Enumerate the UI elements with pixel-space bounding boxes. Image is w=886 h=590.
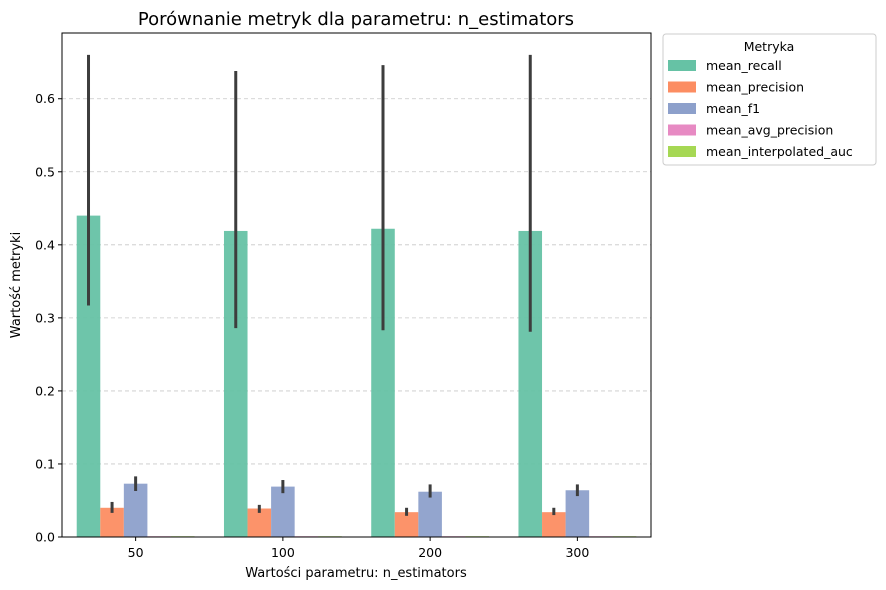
legend-label-mean_recall: mean_recall	[706, 58, 782, 73]
bar-mean_recall-100	[223, 230, 248, 538]
bar-mean_recall-50	[76, 215, 101, 537]
y-tick-label: 0.1	[35, 456, 55, 471]
y-tick-label: 0.6	[35, 91, 55, 106]
bar-mean_f1-50	[123, 483, 148, 537]
x-tick-label: 200	[418, 545, 442, 560]
legend-swatch-mean_precision	[668, 81, 696, 93]
bars	[76, 215, 637, 538]
bar-mean_precision-50	[100, 507, 124, 537]
legend-swatch-mean_recall	[668, 60, 696, 71]
y-tick-label: 0.3	[35, 310, 55, 325]
x-axis: 50 100 200 300	[128, 537, 589, 560]
y-tick-label: 0.0	[35, 530, 55, 545]
bar-mean_recall-300	[518, 230, 543, 538]
y-axis: 0.0 0.1 0.2 0.3 0.4 0.5 0.6	[35, 91, 62, 545]
legend-swatch-mean_interpolated_auc	[668, 146, 696, 157]
bar-mean_f1-100	[271, 486, 295, 537]
bar-mean_f1-200	[418, 491, 442, 537]
legend-label-mean_interpolated_auc: mean_interpolated_auc	[706, 144, 853, 159]
y-tick-label: 0.2	[35, 383, 55, 398]
x-tick-label: 50	[128, 545, 144, 560]
legend-label-mean_avg_precision: mean_avg_precision	[706, 123, 833, 138]
y-tick-label: 0.5	[35, 164, 55, 179]
error-bars	[87, 54, 579, 516]
legend-swatch-mean_avg_precision	[668, 124, 696, 136]
x-tick-label: 100	[271, 545, 295, 560]
legend-title: Metryka	[744, 39, 795, 54]
plot-area	[61, 32, 652, 538]
chart-title: Porównanie metryk dla parametru: n_estim…	[138, 9, 574, 30]
grid	[62, 98, 651, 465]
legend-label-mean_f1: mean_f1	[706, 101, 760, 116]
legend-swatch-mean_f1	[668, 103, 696, 114]
bar-mean_precision-300	[542, 512, 566, 537]
bar-mean_precision-100	[247, 508, 272, 537]
bar-mean_f1-300	[565, 490, 590, 537]
y-axis-label: Wartość metryki	[9, 232, 24, 338]
bar-mean_precision-200	[394, 512, 419, 537]
x-axis-label: Wartości parametru: n_estimators	[245, 566, 467, 581]
legend: Metryka mean_recall mean_precision mean_f1…	[662, 33, 877, 166]
legend-label-mean_precision: mean_precision	[706, 80, 804, 95]
y-tick-label: 0.4	[35, 237, 55, 252]
bar-mean_recall-200	[371, 228, 395, 537]
legend-box	[662, 33, 877, 166]
x-tick-label: 300	[565, 545, 589, 560]
